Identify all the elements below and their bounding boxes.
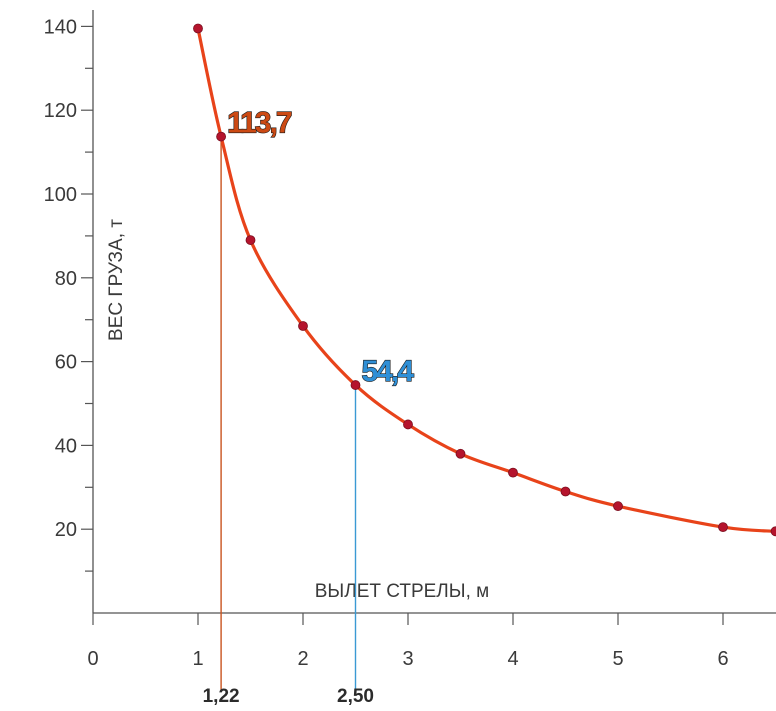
marker-x-label: 2,50 — [337, 686, 374, 707]
y-axis-title: ВЕС ГРУЗА, т — [106, 219, 127, 341]
data-point — [216, 131, 227, 142]
data-point — [403, 419, 413, 430]
series-line — [196, 26, 776, 533]
y-tick-label: 120 — [44, 100, 77, 122]
data-point — [508, 467, 518, 478]
y-tick-label: 60 — [55, 352, 77, 374]
x-tick-label: 2 — [297, 648, 308, 670]
y-tick-label: 20 — [55, 519, 77, 541]
data-point — [560, 486, 571, 497]
x-tick-label: 0 — [87, 648, 98, 670]
x-tick-label: 5 — [612, 648, 623, 670]
marker-value-label: 113,7 — [227, 107, 292, 140]
marker-value-label: 54,4 — [362, 355, 415, 388]
axes: 20 40 60 80 100 120 140 0 1 2 3 4 5 6 — [44, 10, 776, 670]
y-tick-label: 100 — [44, 184, 77, 206]
data-point — [350, 380, 361, 390]
y-tick-label: 80 — [55, 268, 77, 290]
data-point — [718, 522, 728, 533]
data-point — [193, 23, 203, 34]
data-point — [770, 526, 776, 537]
data-point — [455, 448, 466, 459]
y-tick-label: 40 — [55, 435, 77, 457]
x-tick-label: 4 — [507, 648, 518, 670]
data-point — [245, 235, 256, 245]
x-tick-label: 6 — [717, 648, 728, 670]
x-tick-label: 3 — [402, 648, 413, 670]
data-point — [298, 321, 308, 331]
data-point — [613, 501, 623, 512]
x-axis-title: ВЫЛЕТ СТРЕЛЫ, м — [315, 581, 489, 602]
x-tick-label: 1 — [192, 648, 203, 670]
y-tick-label: 140 — [44, 16, 77, 38]
marker-x-label: 1,22 — [203, 686, 240, 707]
